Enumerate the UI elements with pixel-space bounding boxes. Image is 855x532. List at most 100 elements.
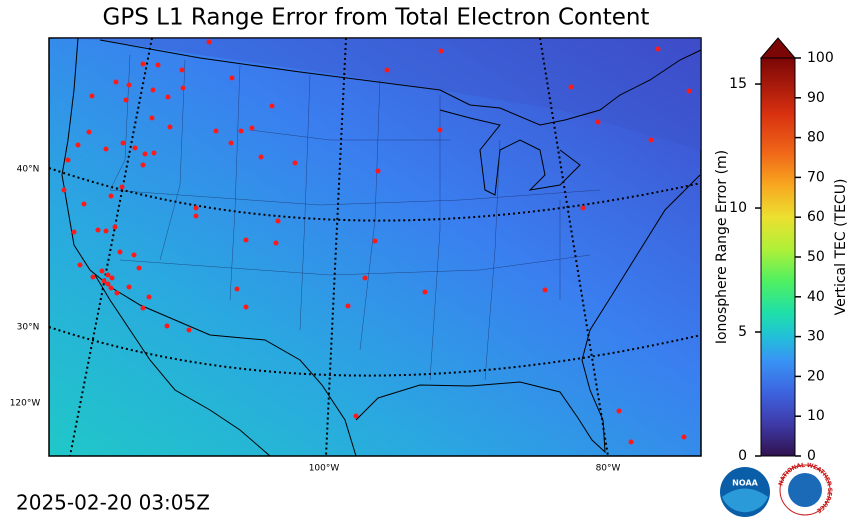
station [686,88,692,94]
station [99,268,105,274]
station [234,286,240,292]
station [77,262,83,268]
timestamp: 2025-02-20 03:05Z [16,491,210,515]
station [140,61,146,67]
station [149,115,155,121]
station [126,82,132,88]
station [142,151,148,157]
right-tick-label: 30 [807,329,825,345]
noaa-text: NOAA [732,479,758,488]
colorbar-extend [759,37,797,59]
station [243,237,249,243]
station [193,213,199,219]
gulf-coast [355,174,701,454]
station [119,184,125,190]
station [123,97,129,103]
station [89,93,95,99]
station [113,79,119,85]
left-label: Ionosphere Range Error (m) [714,150,730,344]
station [568,84,574,90]
station [120,140,126,146]
station [61,187,67,193]
left-tick-label: 15 [729,76,747,92]
left-tick-label: 10 [729,200,747,216]
station [90,274,96,280]
station [65,157,71,163]
station [375,168,381,174]
station [422,289,428,295]
station [353,413,359,419]
right-tick-label: 90 [807,90,825,106]
station [292,160,298,166]
station [108,193,114,199]
mexico-coast [94,274,271,457]
shade [49,38,701,150]
station [109,275,115,281]
right-tick-label: 60 [807,209,825,225]
station [151,150,157,156]
station [180,85,186,91]
station [362,275,368,281]
station [114,290,120,296]
station [648,137,654,143]
stations [61,39,692,445]
great-lakes [439,109,581,196]
station [101,278,107,284]
station [103,146,109,152]
station [140,305,146,311]
station [542,287,548,293]
lon-label: 100°W [309,464,340,474]
station [384,67,390,73]
map: 40°N 30°N 120°W 100°W 80°W [10,37,702,474]
station [164,323,170,329]
lat-label: 40°N [17,165,40,175]
station [71,229,77,235]
station [213,128,219,134]
station [105,272,111,278]
station [616,408,622,414]
station [112,224,118,230]
lon-label: 120°W [10,399,41,409]
right-tick-label: 100 [807,50,834,66]
station [117,249,123,255]
station [438,48,444,54]
station [273,240,279,246]
station [86,129,92,135]
station [595,119,601,125]
right-tick-label: 80 [807,130,825,146]
colorbar: Ionosphere Range Error (m) Vertical TEC … [714,37,849,464]
left-tick-label: 5 [738,324,747,340]
station [238,128,244,134]
colorbar-ramp [761,58,795,456]
left-tick-label: 0 [738,448,747,464]
station [186,327,192,333]
station [131,252,137,258]
right-tick-label: 20 [807,368,825,384]
station [146,294,152,300]
station [105,281,111,287]
station [580,205,586,211]
station [228,140,234,146]
station [126,284,132,290]
station [345,303,351,309]
noaa-wave [722,488,768,513]
station [628,439,634,445]
station [167,124,173,130]
noaa-logo: NOAA [720,467,770,517]
station [243,304,249,310]
station [140,162,146,168]
station [681,434,687,440]
right-tick-label: 0 [807,448,816,464]
station [136,265,142,271]
station [132,145,138,151]
right-tick-label: 50 [807,249,825,265]
station [437,127,443,133]
station [206,39,212,45]
right-tick-label: 70 [807,169,825,185]
station [95,227,101,233]
station [372,238,378,244]
station [275,218,281,224]
station [655,46,661,52]
nws-inner [788,473,822,507]
lon-label: 80°W [596,464,621,474]
